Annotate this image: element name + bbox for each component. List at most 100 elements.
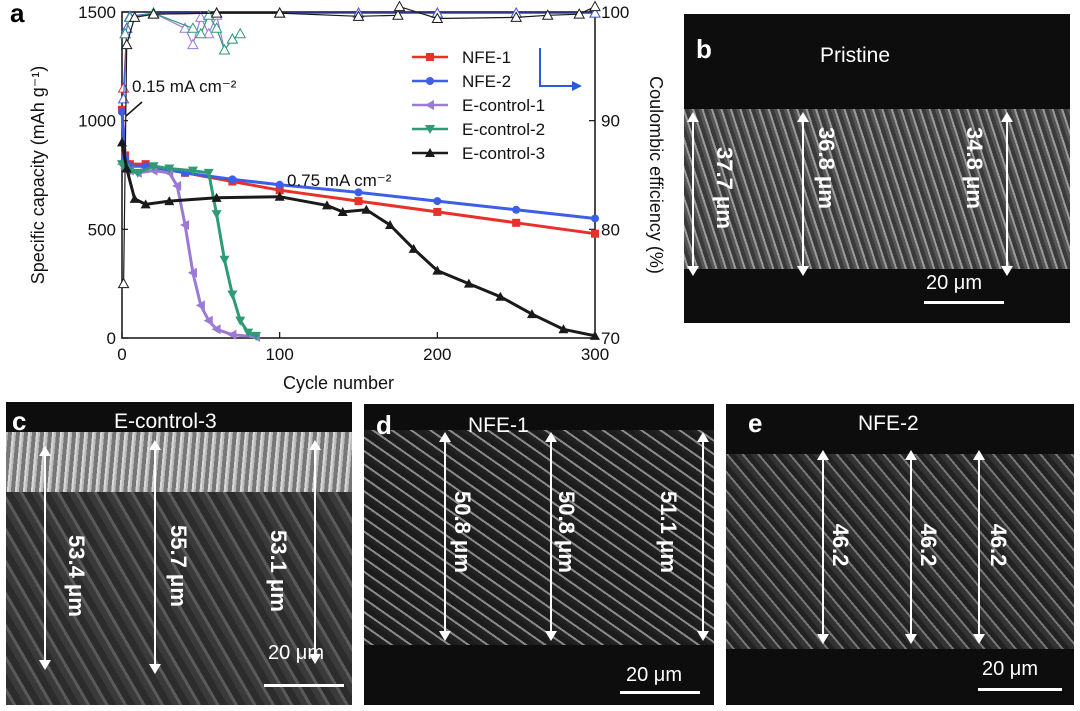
data-point <box>180 219 190 230</box>
ce-line-E-control-2 <box>124 12 241 52</box>
y2-tick-label: 70 <box>601 329 620 348</box>
data-point <box>274 191 285 201</box>
data-point <box>590 330 600 340</box>
data-point <box>354 188 363 197</box>
legend-label: E-control-2 <box>462 120 545 139</box>
rate-annotation-low: 0.15 mA cm⁻² <box>132 77 237 96</box>
data-point <box>243 328 254 338</box>
scale-bar-label: 20 μm <box>926 272 982 294</box>
ce-point <box>352 10 365 21</box>
annotation-arrow <box>125 101 143 117</box>
ce-point <box>147 8 160 19</box>
x-tick-label: 300 <box>581 345 609 364</box>
data-point <box>219 255 230 265</box>
thickness-arrow <box>149 440 161 674</box>
data-point <box>129 193 140 203</box>
data-point <box>591 229 599 238</box>
data-point <box>591 214 599 223</box>
scale-bar <box>264 684 344 687</box>
ce-point <box>226 33 239 44</box>
legend-marker <box>425 148 435 157</box>
x-tick-label: 100 <box>265 345 293 364</box>
data-point <box>512 205 521 214</box>
thickness-label: 34.8 μm <box>962 127 987 209</box>
ce-point <box>117 277 130 289</box>
x-axis-label: Cycle number <box>283 373 394 393</box>
thickness-arrow <box>817 450 829 644</box>
data-point <box>148 162 159 172</box>
data-point <box>228 175 237 184</box>
sem-letter: d <box>376 410 392 440</box>
thickness-label: 46.2 <box>986 523 1011 567</box>
scale-bar <box>620 691 700 694</box>
thickness-label: 50.8 μm <box>450 491 475 573</box>
thickness-label: 50.8 μm <box>554 491 579 573</box>
sem-letter: e <box>748 408 763 438</box>
data-point <box>251 331 262 341</box>
data-point <box>118 107 126 116</box>
ce-line-E-control-3 <box>123 5 596 284</box>
data-point <box>132 168 143 178</box>
data-point <box>361 204 372 214</box>
ce-point <box>392 9 404 20</box>
sem-panel-c: c E-control-3 53.4 μm 55.7 μm 53.1 μm 20… <box>6 402 352 705</box>
ce-point <box>128 11 141 22</box>
data-point <box>203 315 213 326</box>
ce-point <box>218 44 231 55</box>
ce-point <box>393 0 406 12</box>
data-point <box>227 329 237 340</box>
thickness-arrow <box>439 432 451 641</box>
panel-a-letter: a <box>10 0 25 28</box>
thickness-arrow <box>973 450 985 644</box>
y-axis-label: Specific capacity (mAh g⁻¹) <box>28 66 48 285</box>
legend-label: E-control-1 <box>462 96 545 115</box>
y-tick-label: 1000 <box>78 112 116 131</box>
scale-bar <box>978 688 1062 691</box>
data-point <box>164 196 175 206</box>
legend-label: NFE-1 <box>462 48 511 67</box>
y2-tick-label: 80 <box>601 220 620 239</box>
data-point <box>321 200 332 210</box>
data-point <box>203 168 214 178</box>
data-point <box>526 309 537 319</box>
sem-title: Pristine <box>820 44 891 67</box>
y-tick-label: 1500 <box>78 3 116 22</box>
thickness-arrow <box>797 112 809 276</box>
thickness-label: 53.4 μm <box>64 535 89 617</box>
data-point <box>354 197 363 206</box>
data-point <box>558 324 569 334</box>
scale-bar <box>924 301 1004 304</box>
legend-marker <box>426 53 434 61</box>
data-point <box>140 199 151 209</box>
data-point <box>235 316 246 326</box>
y2-tick-label: 90 <box>601 112 620 131</box>
thickness-arrow <box>1001 112 1013 276</box>
ce-point <box>119 27 132 39</box>
legend-marker <box>425 125 435 134</box>
ce-point <box>179 22 191 33</box>
data-point <box>164 164 175 174</box>
thickness-label: 46.2 <box>916 523 941 567</box>
ce-point <box>589 0 601 12</box>
ce-point <box>234 27 247 39</box>
data-point <box>463 278 474 288</box>
ce-point <box>187 22 199 33</box>
data-point <box>211 324 221 335</box>
data-point <box>385 219 396 229</box>
data-point <box>211 192 222 202</box>
sem-panel-b: b Pristine 37.7 μm 36.8 μm 34.8 μm 20 μm <box>684 14 1070 323</box>
ce-point <box>187 38 199 50</box>
sem-texture <box>6 492 352 705</box>
data-point <box>433 197 442 206</box>
data-point <box>275 180 284 189</box>
ce-point <box>573 8 586 19</box>
capacity-cycle-chart: 0 100 200 300 0 500 1000 1500 70 80 90 100 Cycle num… <box>28 0 666 393</box>
sem-panel-d: d NFE-1 50.8 μm 50.8 μm 51.1 μm 20 μm <box>364 404 714 705</box>
y2-tick-label: 100 <box>601 3 629 22</box>
ce-point <box>273 7 286 18</box>
x-tick-label: 200 <box>423 345 451 364</box>
sem-texture <box>726 454 1074 649</box>
thickness-arrow <box>687 112 699 276</box>
data-point <box>275 186 284 195</box>
scale-bar-label: 20 μm <box>268 642 324 664</box>
